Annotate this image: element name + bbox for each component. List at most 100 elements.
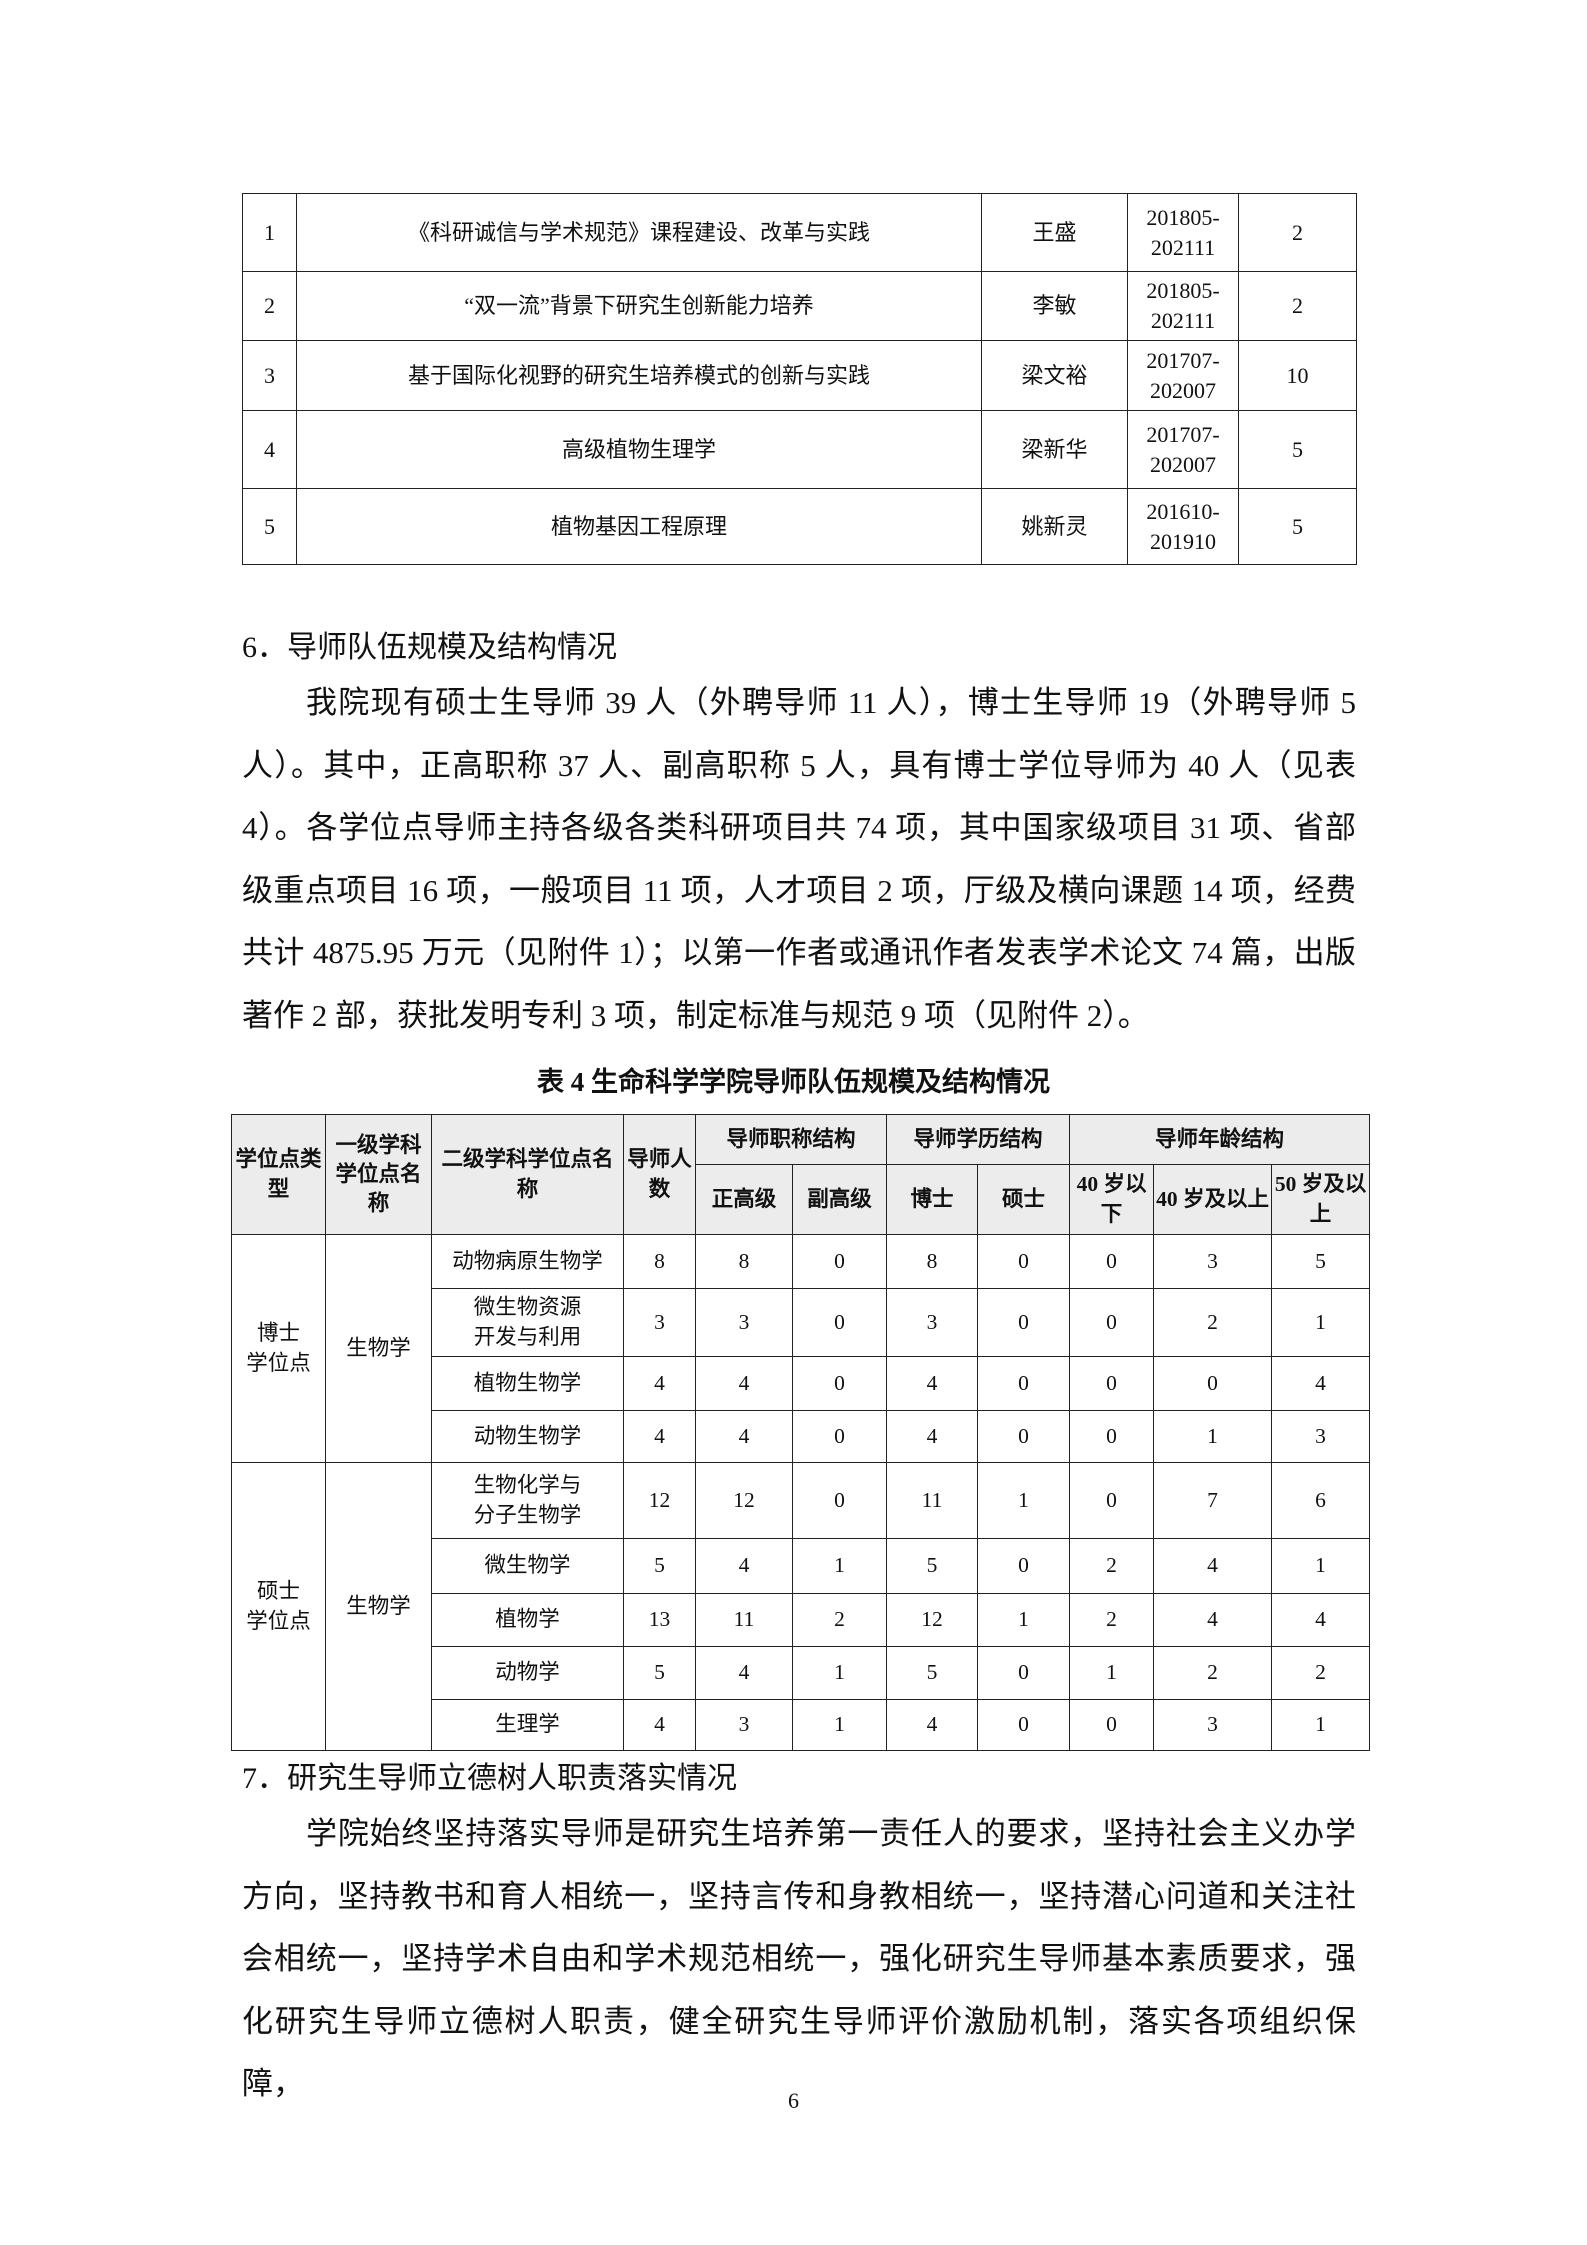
- header-second-level: 二级学科学位点名称: [431, 1114, 624, 1235]
- value-cell: 0: [791, 1356, 888, 1411]
- value-cell: 4: [695, 1356, 793, 1411]
- value-cell: 4: [623, 1699, 696, 1751]
- period: 201610- 201910: [1127, 488, 1239, 565]
- value-cell: 5: [886, 1646, 979, 1700]
- value-cell: 12: [623, 1462, 696, 1539]
- subheader: 40 岁以下: [1069, 1164, 1155, 1235]
- project-name: 基于国际化视野的研究生培养模式的创新与实践: [296, 340, 982, 411]
- value-cell: 2: [1153, 1288, 1273, 1357]
- value-cell: 1: [1271, 1699, 1371, 1751]
- table-row: 植物学 13 11 2 12 1 2 4 4: [232, 1593, 1371, 1647]
- table-row: 2 “双一流”背景下研究生创新能力培养 李敏 201805- 202111 2: [242, 271, 1357, 341]
- value-cell: 4: [1271, 1593, 1371, 1647]
- value-cell: 0: [1069, 1234, 1155, 1289]
- subheader: 硕士: [977, 1164, 1071, 1235]
- credits: 10: [1238, 340, 1357, 411]
- value-cell: 4: [623, 1410, 696, 1463]
- value-cell: 6: [1271, 1462, 1371, 1539]
- row-number: 3: [242, 340, 297, 411]
- value-cell: 0: [977, 1234, 1071, 1289]
- value-cell: 3: [623, 1288, 696, 1357]
- value-cell: 2: [791, 1593, 888, 1647]
- value-cell: 2: [1271, 1646, 1371, 1700]
- period: 201707- 202007: [1127, 340, 1239, 411]
- value-cell: 4: [1153, 1538, 1273, 1594]
- value-cell: 5: [886, 1538, 979, 1594]
- credits: 5: [1238, 410, 1357, 489]
- header-first-level: 一级学科学位点名称: [325, 1114, 432, 1235]
- advisor-structure-table: 学位点类型 一级学科学位点名称 二级学科学位点名称 导师人数 导师职称结构 导师…: [231, 1114, 1371, 1751]
- value-cell: 4: [886, 1356, 979, 1411]
- value-cell: 0: [791, 1288, 888, 1357]
- second-level-discipline: 动物生物学: [431, 1410, 624, 1463]
- value-cell: 3: [1153, 1234, 1273, 1289]
- value-cell: 1: [791, 1646, 888, 1700]
- value-cell: 0: [977, 1288, 1071, 1357]
- value-cell: 12: [695, 1462, 793, 1539]
- value-cell: 0: [1069, 1288, 1155, 1357]
- section-7-heading: 7．研究生导师立德树人职责落实情况: [242, 1762, 737, 1795]
- subheader: 博士: [886, 1164, 979, 1235]
- value-cell: 1: [977, 1593, 1071, 1647]
- value-cell: 8: [623, 1234, 696, 1289]
- value-cell: 5: [623, 1538, 696, 1594]
- value-cell: 2: [1069, 1538, 1155, 1594]
- project-name: “双一流”背景下研究生创新能力培养: [296, 271, 982, 341]
- header-count: 导师人数: [623, 1114, 696, 1235]
- table-row: 5 植物基因工程原理 姚新灵 201610- 201910 5: [242, 488, 1357, 565]
- value-cell: 4: [1271, 1356, 1371, 1411]
- table-4-caption: 表 4 生命科学学院导师队伍规模及结构情况: [537, 1067, 1050, 1097]
- value-cell: 0: [977, 1646, 1071, 1700]
- value-cell: 0: [791, 1410, 888, 1463]
- value-cell: 0: [791, 1234, 888, 1289]
- first-level-discipline: 生物学: [325, 1234, 432, 1463]
- table-row: 生理学 4 3 1 4 0 0 3 1: [232, 1699, 1371, 1751]
- table-row: 微生物资源 开发与利用 3 3 0 3 0 0 2 1: [232, 1288, 1371, 1357]
- period: 201707- 202007: [1127, 410, 1239, 489]
- value-cell: 2: [1069, 1593, 1155, 1647]
- first-level-discipline: 生物学: [325, 1462, 432, 1751]
- leader: 姚新灵: [981, 488, 1128, 565]
- second-level-discipline: 生物化学与 分子生物学: [431, 1462, 624, 1539]
- value-cell: 3: [695, 1288, 793, 1357]
- credits: 2: [1238, 271, 1357, 341]
- second-level-discipline: 动物学: [431, 1646, 624, 1700]
- value-cell: 1: [791, 1538, 888, 1594]
- value-cell: 8: [886, 1234, 979, 1289]
- project-name: 高级植物生理学: [296, 410, 982, 489]
- value-cell: 4: [886, 1410, 979, 1463]
- header-title-group: 导师职称结构: [694, 1114, 888, 1165]
- value-cell: 3: [695, 1699, 793, 1751]
- second-level-discipline: 微生物资源 开发与利用: [431, 1288, 624, 1357]
- project-name: 植物基因工程原理: [296, 488, 982, 565]
- value-cell: 0: [977, 1538, 1071, 1594]
- value-cell: 2: [1153, 1646, 1273, 1700]
- credits: 5: [1238, 488, 1357, 565]
- header-type: 学位点类型: [231, 1114, 326, 1235]
- table-row: 博士 学位点 生物学 动物病原生物学 8 8 0 8 0 0 3 5: [231, 1234, 1371, 1463]
- period: 201805- 202111: [1127, 193, 1239, 272]
- projects-table: 1 《科研诚信与学术规范》课程建设、改革与实践 王盛 201805- 202111 2 2…: [242, 193, 1357, 565]
- row-number: 4: [242, 410, 297, 489]
- value-cell: 0: [1069, 1462, 1155, 1539]
- value-cell: 1: [1069, 1646, 1155, 1700]
- second-level-discipline: 植物生物学: [431, 1356, 624, 1411]
- subheader: 40 岁及以上: [1153, 1164, 1273, 1235]
- value-cell: 4: [1153, 1593, 1273, 1647]
- value-cell: 0: [1069, 1699, 1155, 1751]
- section-7-paragraph: 学院始终坚持落实导师是研究生培养第一责任人的要求，坚持社会主义办学方向，坚持教书…: [242, 1816, 1356, 2101]
- value-cell: 7: [1153, 1462, 1273, 1539]
- subheader: 50 岁及以上: [1271, 1164, 1371, 1235]
- value-cell: 0: [1069, 1410, 1155, 1463]
- value-cell: 1: [1271, 1538, 1371, 1594]
- value-cell: 0: [977, 1699, 1071, 1751]
- period: 201805- 202111: [1127, 271, 1239, 341]
- table-row: 3 基于国际化视野的研究生培养模式的创新与实践 梁文裕 201707- 202007 1…: [242, 340, 1357, 411]
- subheader: 副高级: [791, 1164, 888, 1235]
- value-cell: 0: [977, 1356, 1071, 1411]
- row-number: 5: [242, 488, 297, 565]
- value-cell: 3: [1153, 1699, 1273, 1751]
- value-cell: 4: [695, 1410, 793, 1463]
- page-number: 6: [788, 2088, 799, 2113]
- value-cell: 0: [1069, 1356, 1155, 1411]
